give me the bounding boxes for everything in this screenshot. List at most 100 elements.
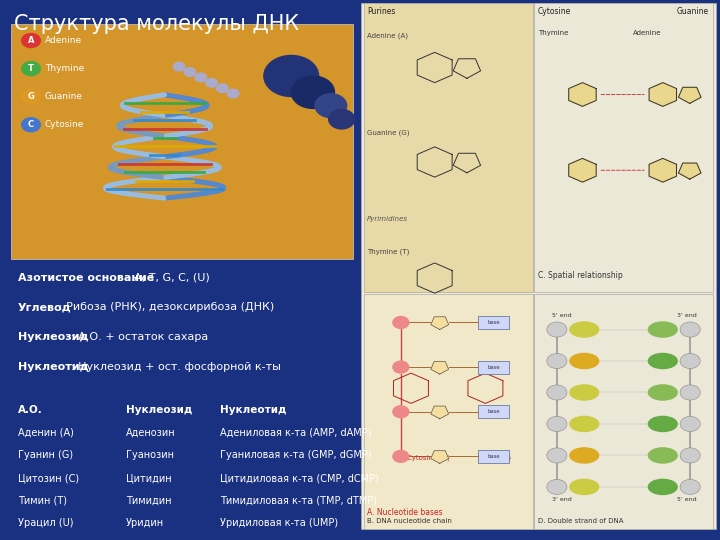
- Text: А.О.: А.О.: [18, 405, 42, 415]
- Polygon shape: [649, 83, 677, 106]
- Polygon shape: [431, 317, 449, 329]
- Circle shape: [393, 406, 409, 418]
- Text: 5' end: 5' end: [678, 497, 697, 502]
- Text: base: base: [487, 409, 500, 414]
- Circle shape: [264, 56, 318, 97]
- Text: : А.О. + остаток сахара: : А.О. + остаток сахара: [71, 332, 208, 342]
- Polygon shape: [431, 361, 449, 374]
- Circle shape: [228, 89, 239, 98]
- Text: Аденозин: Аденозин: [126, 428, 176, 438]
- Ellipse shape: [649, 416, 678, 431]
- Text: Нуклеозид: Нуклеозид: [18, 332, 89, 342]
- Circle shape: [680, 385, 701, 400]
- Polygon shape: [678, 163, 701, 179]
- Circle shape: [546, 448, 567, 463]
- Text: base: base: [487, 364, 500, 369]
- Circle shape: [22, 62, 40, 76]
- Bar: [534, 294, 713, 529]
- Text: Уридин: Уридин: [126, 518, 164, 529]
- Polygon shape: [569, 158, 596, 182]
- Text: Adenine (A): Adenine (A): [367, 32, 408, 39]
- Bar: [364, 3, 533, 292]
- Text: Guanine: Guanine: [45, 92, 83, 101]
- Text: Adenine: Adenine: [45, 36, 82, 45]
- Ellipse shape: [570, 480, 598, 495]
- Text: T: T: [28, 64, 34, 73]
- Text: : A, T, G, C, (U): : A, T, G, C, (U): [127, 273, 210, 283]
- Text: A: A: [27, 36, 35, 45]
- Circle shape: [546, 480, 567, 495]
- Ellipse shape: [570, 416, 598, 431]
- Text: Цитидин: Цитидин: [126, 473, 171, 483]
- Text: base: base: [487, 454, 500, 459]
- Text: Adenine: Adenine: [632, 30, 661, 36]
- Text: C. Spatial relationship: C. Spatial relationship: [538, 271, 623, 280]
- Polygon shape: [649, 158, 677, 182]
- Circle shape: [546, 385, 567, 400]
- Bar: [478, 450, 510, 463]
- Circle shape: [291, 76, 334, 109]
- Text: Уридиловая к-та (UMP): Уридиловая к-та (UMP): [220, 518, 338, 529]
- Circle shape: [22, 33, 40, 48]
- Text: Нуклеотид: Нуклеотид: [220, 405, 286, 415]
- Circle shape: [680, 354, 701, 369]
- Circle shape: [546, 354, 567, 369]
- Text: Аденин (А): Аденин (А): [18, 428, 74, 438]
- Ellipse shape: [649, 480, 678, 495]
- Bar: [478, 405, 510, 418]
- Circle shape: [184, 68, 196, 76]
- Text: Гуанин (G): Гуанин (G): [18, 450, 73, 461]
- Ellipse shape: [570, 448, 598, 463]
- Circle shape: [680, 322, 701, 337]
- Ellipse shape: [649, 448, 678, 463]
- Text: G: G: [27, 92, 35, 101]
- Text: 5' end: 5' end: [552, 313, 572, 318]
- Text: 3' end: 3' end: [678, 313, 697, 318]
- Circle shape: [393, 316, 409, 328]
- Circle shape: [328, 110, 354, 129]
- Polygon shape: [431, 451, 449, 463]
- Text: Purines: Purines: [367, 7, 395, 16]
- Ellipse shape: [570, 385, 598, 400]
- Circle shape: [22, 118, 40, 132]
- Bar: [11, 24, 353, 259]
- Text: Гуаниловая к-та (GMP, dGMP): Гуаниловая к-та (GMP, dGMP): [220, 450, 372, 461]
- Circle shape: [546, 416, 567, 431]
- Bar: [361, 3, 716, 529]
- Text: 3' end: 3' end: [552, 497, 572, 502]
- Text: Структура молекулы ДНК: Структура молекулы ДНК: [14, 14, 300, 33]
- Text: : Нуклеозид + ост. фосфорной к-ты: : Нуклеозид + ост. фосфорной к-ты: [71, 362, 281, 372]
- Text: Цитозин (С): Цитозин (С): [18, 473, 79, 483]
- Circle shape: [315, 94, 346, 118]
- Polygon shape: [678, 87, 701, 103]
- Ellipse shape: [570, 354, 598, 369]
- Text: Cytosine: Cytosine: [45, 120, 84, 129]
- Text: Cytosine (C): Cytosine (C): [408, 454, 450, 461]
- Text: Тимидиловая к-та (TMP, dTMP): Тимидиловая к-та (TMP, dTMP): [220, 496, 377, 506]
- Ellipse shape: [649, 354, 678, 369]
- Polygon shape: [569, 83, 596, 106]
- Circle shape: [546, 322, 567, 337]
- Text: Урацил (U): Урацил (U): [18, 518, 73, 529]
- Ellipse shape: [649, 322, 678, 337]
- Text: Нуклеозид: Нуклеозид: [126, 405, 192, 415]
- Text: Thymine (T): Thymine (T): [367, 248, 410, 255]
- Ellipse shape: [570, 322, 598, 337]
- Polygon shape: [431, 406, 449, 419]
- Circle shape: [206, 78, 217, 87]
- Text: C: C: [28, 120, 34, 129]
- Circle shape: [680, 416, 701, 431]
- Circle shape: [393, 450, 409, 462]
- Text: Азотистое основание: Азотистое основание: [18, 273, 154, 283]
- Bar: [364, 294, 533, 529]
- Text: Тимидин: Тимидин: [126, 496, 171, 506]
- Text: Guanine: Guanine: [677, 7, 709, 16]
- Text: Uracil (U): Uracil (U): [478, 454, 511, 461]
- Bar: [534, 3, 713, 292]
- Text: : Рибоза (РНК), дезоксирибоза (ДНК): : Рибоза (РНК), дезоксирибоза (ДНК): [60, 302, 275, 313]
- Text: Цитидиловая к-та (CMP, dCMP): Цитидиловая к-та (CMP, dCMP): [220, 473, 379, 483]
- Text: Thymine: Thymine: [538, 30, 568, 36]
- Text: Cytosine: Cytosine: [538, 7, 571, 16]
- Circle shape: [217, 84, 228, 92]
- Text: Pyrimidines: Pyrimidines: [367, 216, 408, 222]
